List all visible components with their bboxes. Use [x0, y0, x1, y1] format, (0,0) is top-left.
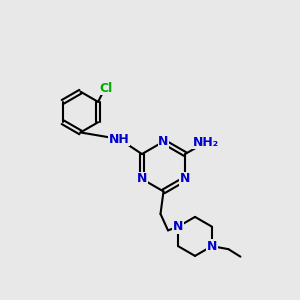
- Text: N: N: [158, 135, 169, 148]
- Text: NH: NH: [109, 133, 130, 146]
- Text: N: N: [137, 172, 147, 185]
- Text: N: N: [173, 220, 183, 233]
- Text: Cl: Cl: [99, 82, 112, 95]
- Text: N: N: [180, 172, 190, 185]
- Text: NH₂: NH₂: [193, 136, 219, 148]
- Text: N: N: [207, 240, 217, 253]
